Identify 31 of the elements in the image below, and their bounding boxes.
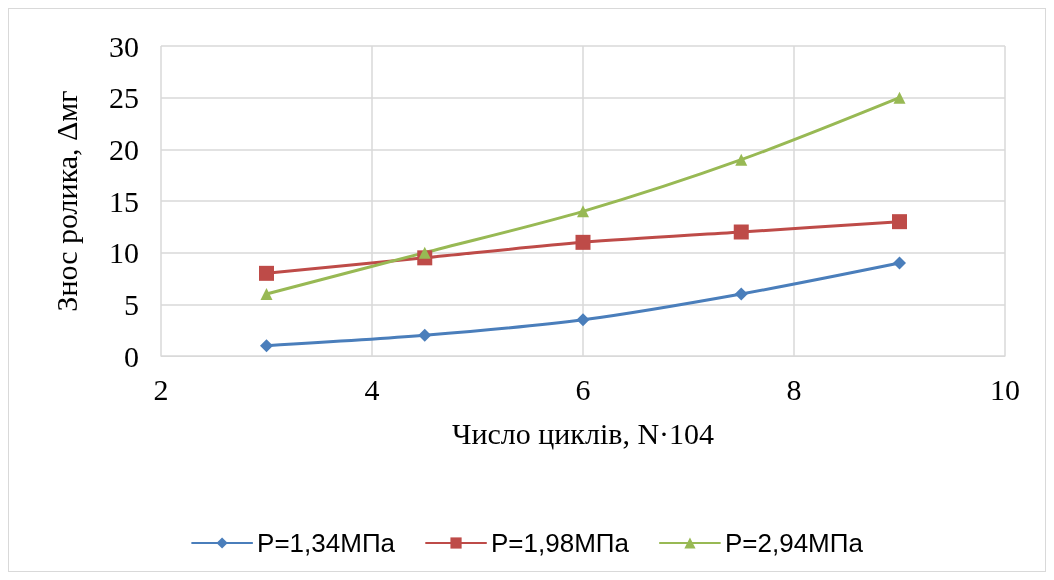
y-tick-label: 25 [109, 81, 139, 115]
y-axis-title: Знос ролика, Δмг [49, 90, 83, 312]
point [576, 313, 590, 327]
x-tick-label: 10 [990, 372, 1020, 406]
point [893, 91, 906, 104]
point [259, 265, 274, 281]
x-axis-title: Число циклів, N·104 [451, 416, 715, 450]
point [575, 234, 591, 250]
x-tick-label: 2 [153, 372, 169, 406]
legend-label: P=2,94МПа [724, 528, 864, 558]
point [418, 328, 432, 342]
y-tick-label: 5 [124, 287, 139, 321]
point [734, 287, 748, 301]
y-tick-label: 15 [109, 184, 139, 218]
point [892, 214, 907, 230]
point [260, 339, 273, 353]
point [577, 205, 589, 218]
y-tick-label: 10 [109, 236, 139, 270]
point [893, 256, 906, 270]
x-tick-label: 8 [786, 372, 802, 406]
x-tick-label: 4 [364, 372, 380, 406]
point [733, 224, 749, 240]
point [418, 246, 431, 259]
y-tick-label: 20 [109, 132, 139, 166]
point [260, 288, 273, 300]
point [735, 153, 748, 166]
y-tick-label: 30 [109, 29, 139, 63]
legend-label: P=1,34МПа [257, 528, 396, 558]
legend-label: P=1,98МПа [491, 528, 630, 558]
x-tick-label: 6 [575, 372, 591, 406]
y-tick-label: 0 [124, 339, 139, 373]
